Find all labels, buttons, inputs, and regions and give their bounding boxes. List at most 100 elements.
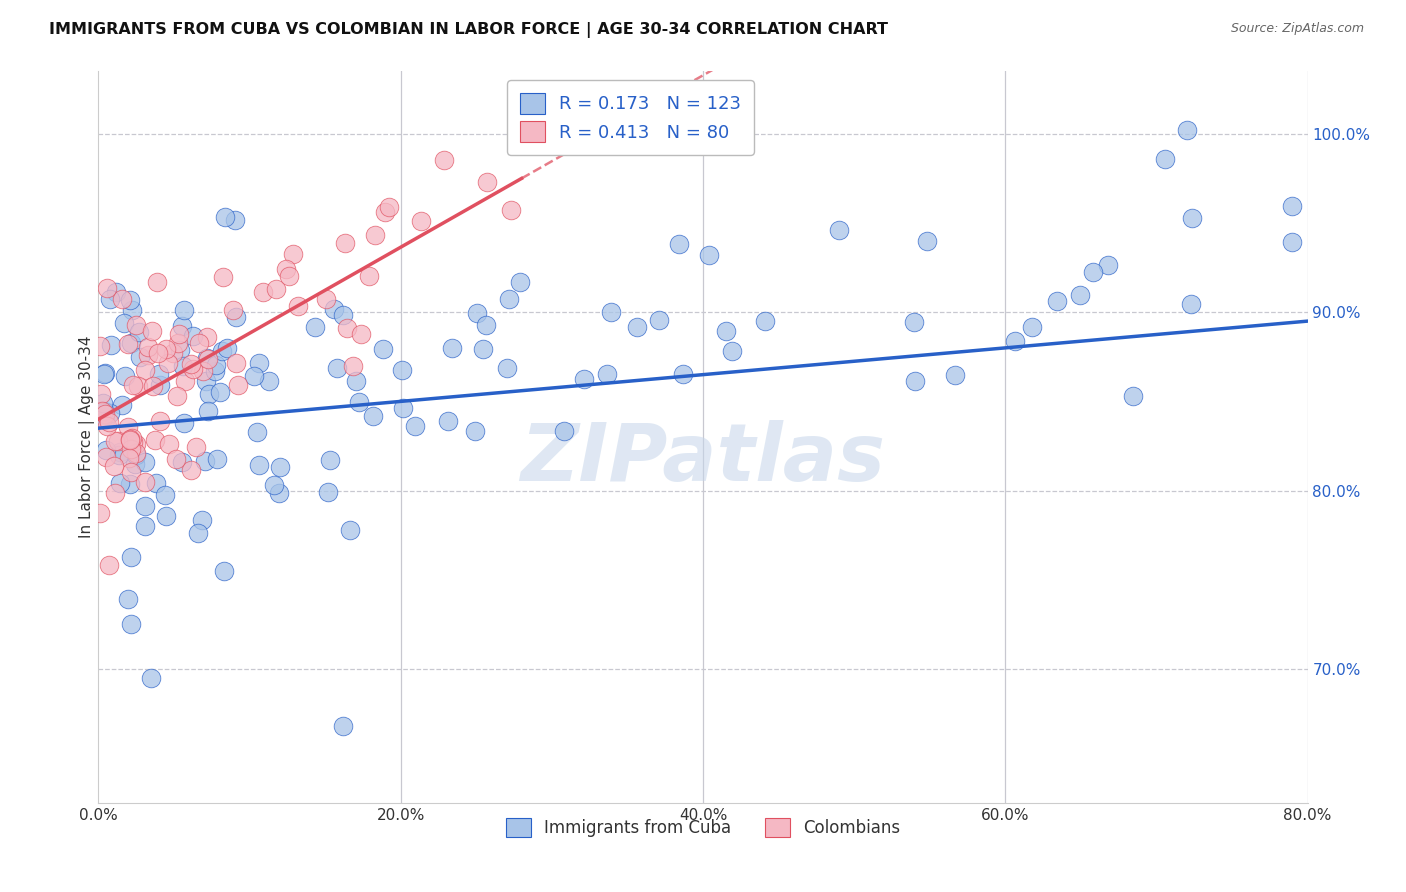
Point <box>572 372 595 386</box>
Point <box>1021 319 1043 334</box>
Point <box>124 437 146 451</box>
Point <box>155 508 177 523</box>
Point <box>1181 211 1204 225</box>
Point <box>263 477 285 491</box>
Point <box>122 434 145 449</box>
Point <box>243 369 266 384</box>
Point <box>315 293 337 307</box>
Point <box>134 363 156 377</box>
Point <box>173 416 195 430</box>
Point <box>252 285 274 300</box>
Point <box>1046 293 1069 308</box>
Point <box>342 359 364 373</box>
Point <box>124 457 146 471</box>
Point <box>120 336 142 351</box>
Point <box>475 175 498 189</box>
Legend: Immigrants from Cuba, Colombians: Immigrants from Cuba, Colombians <box>498 810 908 846</box>
Point <box>344 374 367 388</box>
Point <box>668 237 690 252</box>
Point <box>224 212 246 227</box>
Point <box>464 424 486 438</box>
Point <box>96 450 118 465</box>
Point <box>195 374 218 388</box>
Point <box>361 409 384 424</box>
Point <box>1097 258 1119 272</box>
Point <box>754 314 776 328</box>
Point <box>169 343 191 357</box>
Point <box>274 261 297 276</box>
Point <box>437 414 460 428</box>
Point <box>281 246 304 260</box>
Point <box>155 488 177 502</box>
Point <box>225 310 247 324</box>
Point <box>246 425 269 439</box>
Point <box>336 321 359 335</box>
Point <box>471 342 494 356</box>
Point <box>120 617 142 632</box>
Point <box>647 313 669 327</box>
Point <box>169 327 191 342</box>
Point <box>347 395 370 409</box>
Point <box>904 375 927 389</box>
Point <box>357 268 380 283</box>
Point <box>181 328 204 343</box>
Point <box>350 326 373 341</box>
Point <box>91 395 114 409</box>
Point <box>90 387 112 401</box>
Point <box>118 476 141 491</box>
Text: Source: ZipAtlas.com: Source: ZipAtlas.com <box>1230 22 1364 36</box>
Point <box>170 455 193 469</box>
Point <box>104 486 127 500</box>
Point <box>100 338 122 352</box>
Point <box>96 419 118 434</box>
Point <box>110 475 132 490</box>
Point <box>118 433 141 447</box>
Point <box>143 433 166 447</box>
Point <box>205 452 228 467</box>
Point <box>828 223 851 237</box>
Point <box>1154 152 1177 166</box>
Point <box>211 270 233 285</box>
Point <box>89 339 111 353</box>
Point <box>377 200 399 214</box>
Point <box>319 453 342 467</box>
Point <box>1281 235 1303 249</box>
Point <box>145 276 167 290</box>
Point <box>117 592 139 607</box>
Point <box>110 292 132 306</box>
Point <box>211 343 233 358</box>
Point <box>97 558 120 573</box>
Point <box>1081 265 1104 279</box>
Point <box>498 293 520 307</box>
Point <box>117 420 139 434</box>
Text: IMMIGRANTS FROM CUBA VS COLOMBIAN IN LABOR FORCE | AGE 30-34 CORRELATION CHART: IMMIGRANTS FROM CUBA VS COLOMBIAN IN LAB… <box>49 22 889 38</box>
Point <box>287 299 309 313</box>
Point <box>170 318 193 333</box>
Point <box>93 404 115 418</box>
Point <box>433 153 456 167</box>
Point <box>121 432 143 446</box>
Point <box>104 434 127 448</box>
Point <box>257 374 280 388</box>
Point <box>141 324 163 338</box>
Point <box>93 368 115 382</box>
Point <box>125 318 148 333</box>
Point <box>148 368 170 382</box>
Point <box>156 356 179 370</box>
Point <box>107 434 129 448</box>
Point <box>191 364 214 378</box>
Point <box>917 234 939 248</box>
Point <box>371 342 394 356</box>
Point <box>214 564 236 578</box>
Point <box>672 367 695 381</box>
Point <box>186 441 208 455</box>
Point <box>162 346 184 360</box>
Point <box>145 475 167 490</box>
Point <box>465 306 488 320</box>
Point <box>474 318 496 332</box>
Point <box>335 235 357 250</box>
Point <box>332 719 354 733</box>
Point <box>197 352 219 367</box>
Point <box>91 404 114 418</box>
Point <box>599 304 621 318</box>
